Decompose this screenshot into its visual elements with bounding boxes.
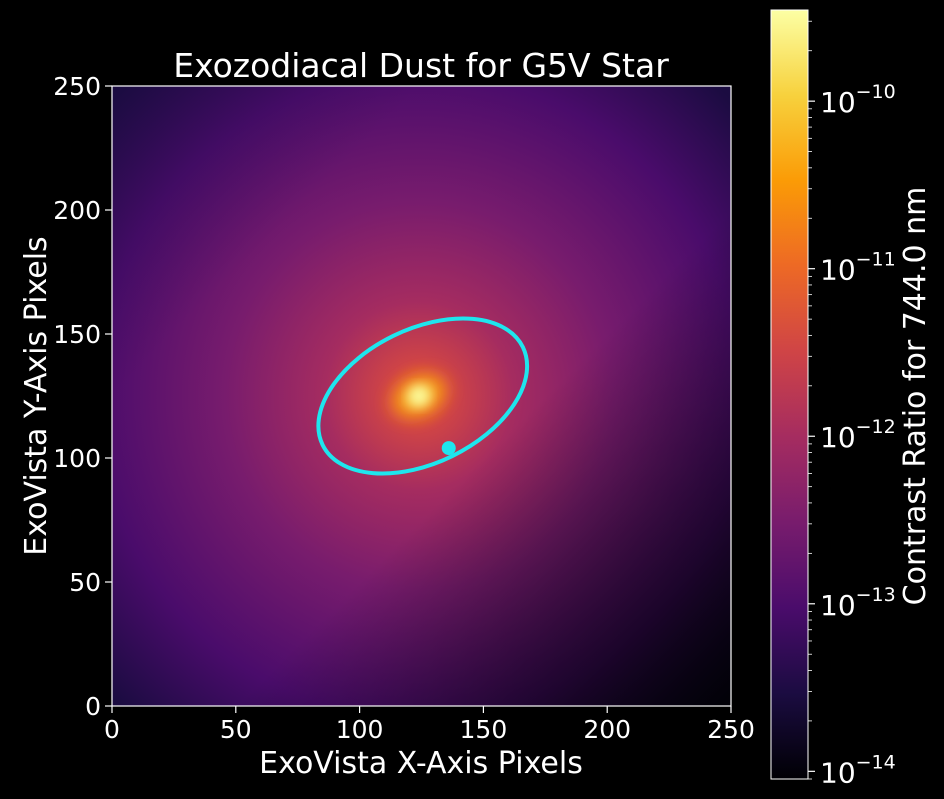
y-tick-label: 0	[85, 692, 101, 721]
y-tick-label: 100	[53, 444, 101, 473]
planet-marker	[441, 441, 456, 456]
colorbar	[771, 10, 808, 779]
y-tick-label: 250	[53, 72, 101, 101]
x-axis: 0 50 100 150 200 250	[104, 706, 755, 744]
x-tick-label: 150	[460, 715, 508, 744]
colorbar-tick-label: 10−11	[820, 249, 896, 287]
x-tick-label: 100	[336, 715, 384, 744]
star-marker	[410, 387, 429, 405]
colorbar-frame	[770, 9, 809, 780]
x-tick-label: 250	[707, 715, 755, 744]
colorbar-label: Contrast Ratio for 744.0 nm	[898, 187, 933, 606]
colorbar-tick-label: 10−10	[820, 81, 896, 119]
x-tick-label: 0	[104, 715, 120, 744]
x-tick-label: 200	[583, 715, 631, 744]
colorbar-tick-label: 10−14	[820, 751, 896, 789]
chart-title: Exozodiacal Dust for G5V Star	[173, 46, 669, 85]
colorbar-tick-label: 10−12	[820, 416, 896, 454]
colorbar-tick-label: 10−13	[820, 584, 896, 622]
x-tick-label: 50	[220, 715, 252, 744]
y-axis: 0 50 100 150 200 250	[53, 72, 112, 721]
y-tick-label: 150	[53, 320, 101, 349]
colorbar-axis: 10−14 10−13 10−12 10−11 10−10	[808, 20, 896, 789]
plot-frame	[111, 85, 732, 707]
x-axis-label: ExoVista X-Axis Pixels	[259, 746, 583, 781]
heatmap-image	[112, 86, 731, 706]
y-tick-label: 50	[69, 568, 101, 597]
y-axis-label: ExoVista Y-Axis Pixels	[19, 236, 54, 555]
y-tick-label: 200	[53, 196, 101, 225]
planet-orbit	[316, 316, 530, 476]
